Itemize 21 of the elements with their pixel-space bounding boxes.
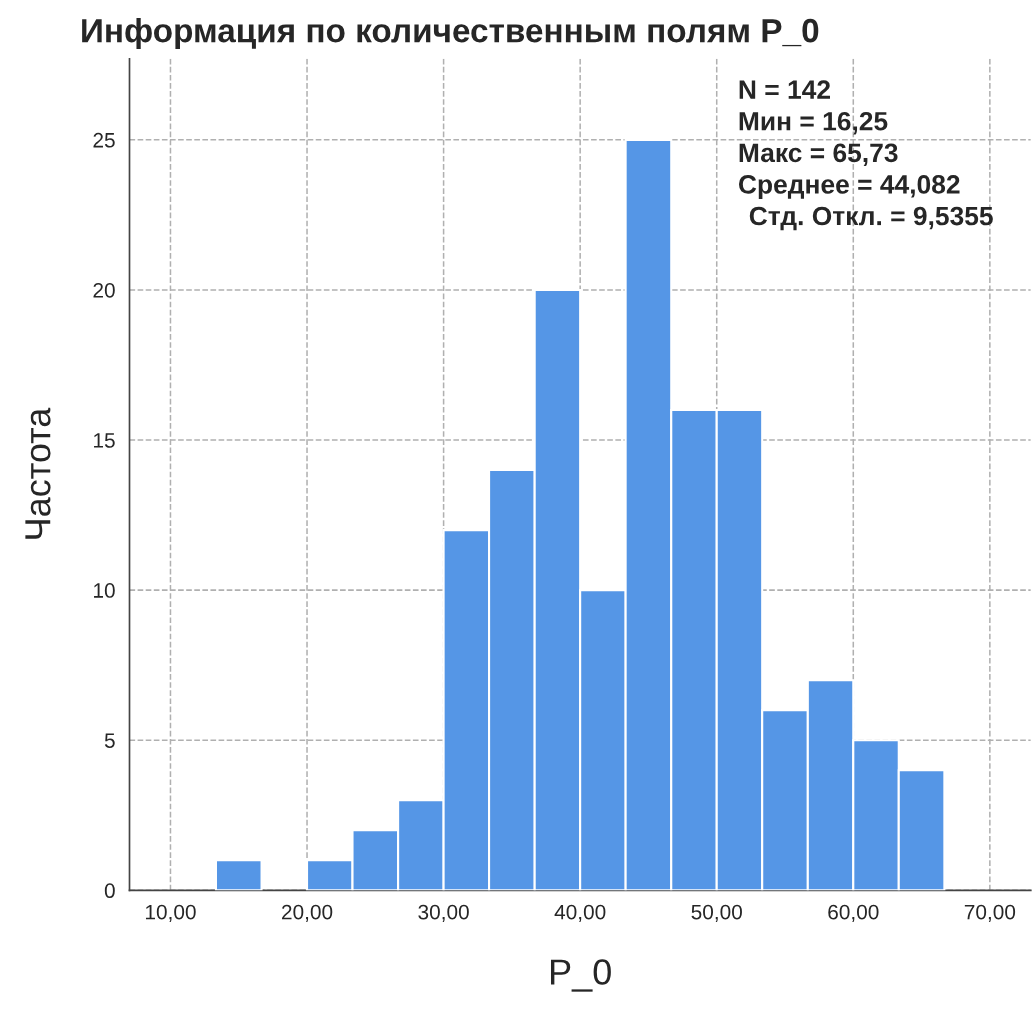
x-tick-label: 40,00 (554, 904, 606, 922)
x-tick-label: 20,00 (282, 904, 333, 922)
y-tick-label: 5 (104, 733, 115, 748)
x-tick-label: 30,00 (418, 904, 469, 922)
x-tick-label: 70,00 (964, 904, 1016, 922)
y-tick-label: 20 (93, 282, 115, 298)
y-tick-label: 0 (104, 883, 115, 899)
y-tick-label: 15 (94, 433, 115, 448)
annotation: Мин = 16,25 (739, 111, 888, 135)
annotation: Среднее = 44,082 (738, 175, 960, 199)
x-tick-label: 50,00 (691, 904, 742, 922)
y-tick-label: 25 (93, 132, 115, 148)
annotation: Макс = 65,73 (739, 143, 898, 166)
x-axis-title: P_0 (551, 959, 611, 992)
y-tick-label: 10 (94, 583, 115, 598)
annotation: N = 142 (739, 80, 830, 99)
x-tick-label: 60,00 (828, 904, 879, 922)
chart-title: Информация по количественным полям P_0 (82, 17, 819, 50)
y-axis-title: Частота (25, 407, 51, 539)
x-tick-label: 10,00 (145, 904, 196, 922)
annotation: Стд. Откл. = 9,5355 (749, 206, 993, 231)
